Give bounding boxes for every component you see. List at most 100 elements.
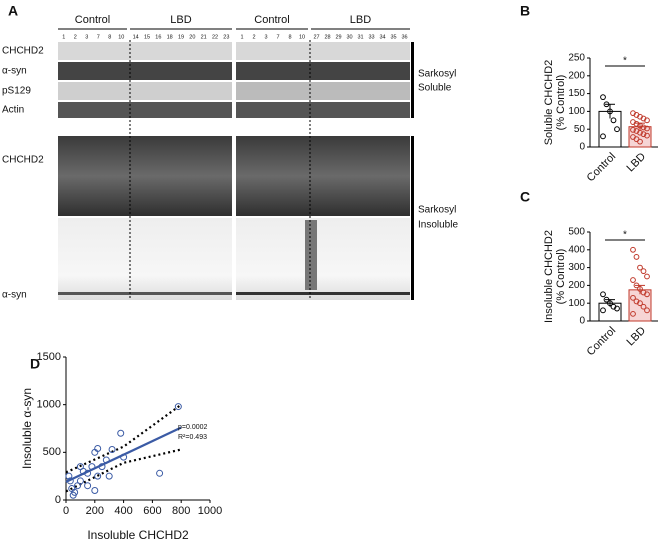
y-tick-label: 150 xyxy=(568,88,585,99)
lane-number: 31 xyxy=(357,34,363,40)
y-axis-label: Insoluble α-syn xyxy=(20,388,34,469)
fraction-label: Sarkosyl xyxy=(418,69,456,80)
lane-number: 29 xyxy=(335,34,341,40)
data-point xyxy=(630,127,636,133)
y-tick-label: 300 xyxy=(568,262,585,273)
stat-annotation: p=0.0002 xyxy=(178,424,207,431)
lane-number: 30 xyxy=(346,34,352,40)
lane-number: 34 xyxy=(379,34,385,40)
group-label: LBD xyxy=(350,14,371,26)
data-point xyxy=(644,125,650,132)
x-tick-label: Control xyxy=(585,151,619,185)
y-axis-label: (% Control) xyxy=(555,249,567,305)
data-point xyxy=(614,126,620,133)
data-point xyxy=(640,131,647,138)
group-label: Control xyxy=(75,14,110,26)
data-point xyxy=(600,291,606,298)
group-label: LBD xyxy=(170,14,191,26)
data-point xyxy=(174,403,182,411)
row-label: α-syn xyxy=(2,66,27,77)
data-point xyxy=(117,429,125,437)
x-tick-label: LBD xyxy=(625,325,649,349)
data-point xyxy=(603,101,610,108)
lane-number: 2 xyxy=(74,34,77,40)
x-tick-label: 400 xyxy=(114,505,132,517)
regression-line xyxy=(65,426,182,483)
lane-number: 7 xyxy=(97,34,100,40)
lane-number: 8 xyxy=(288,34,291,40)
data-point xyxy=(630,310,636,317)
fraction-label: Insoluble xyxy=(418,220,458,231)
y-tick-label: 50 xyxy=(574,124,586,135)
data-point xyxy=(600,133,606,140)
data-point xyxy=(102,456,110,464)
y-tick-label: 500 xyxy=(43,446,61,458)
data-point xyxy=(640,124,647,131)
fraction-label: Sarkosyl xyxy=(418,205,456,216)
data-point xyxy=(614,305,620,312)
y-tick-label: 0 xyxy=(579,142,585,153)
y-tick-label: 250 xyxy=(568,53,585,64)
data-point xyxy=(637,264,643,271)
data-point xyxy=(644,291,650,298)
y-tick-label: 200 xyxy=(568,70,585,81)
data-point xyxy=(76,463,84,471)
lane-number: 3 xyxy=(85,34,88,40)
panel-letter: C xyxy=(520,189,530,205)
y-tick-label: 1500 xyxy=(37,351,61,363)
lane-number: 10 xyxy=(118,34,124,40)
data-point xyxy=(88,463,96,471)
panel-letter: B xyxy=(520,3,530,19)
data-point xyxy=(603,296,610,303)
significance: * xyxy=(623,56,627,67)
lane-number: 8 xyxy=(108,34,111,40)
data-point xyxy=(630,246,636,253)
lane-number: 21 xyxy=(201,34,207,40)
lane-number: 28 xyxy=(324,34,330,40)
data-point xyxy=(91,486,99,494)
lane-number: 33 xyxy=(368,34,374,40)
y-tick-label: 400 xyxy=(568,244,585,255)
x-tick-label: 0 xyxy=(63,505,69,517)
data-point xyxy=(644,273,650,280)
fraction-label: Soluble xyxy=(418,83,452,94)
y-tick-label: 0 xyxy=(579,316,585,327)
x-tick-label: LBD xyxy=(625,151,649,175)
confidence-band xyxy=(65,448,182,493)
data-point xyxy=(644,307,650,314)
x-tick-label: 1000 xyxy=(198,505,222,517)
lane-number: 1 xyxy=(62,34,65,40)
row-label: CHCHD2 xyxy=(2,155,44,166)
data-point xyxy=(108,445,116,453)
y-tick-label: 0 xyxy=(55,494,61,506)
data-point xyxy=(65,472,73,480)
data-point xyxy=(630,277,636,283)
data-point xyxy=(94,472,102,480)
data-point xyxy=(633,282,640,289)
data-point xyxy=(637,300,643,307)
lane-number: 36 xyxy=(401,34,407,40)
data-point xyxy=(69,491,77,499)
row-label: α-syn xyxy=(2,290,27,301)
data-point xyxy=(637,138,643,145)
data-point xyxy=(84,469,92,477)
lane-number: 27 xyxy=(313,34,319,40)
lane-number: 15 xyxy=(144,34,150,40)
y-tick-label: 100 xyxy=(568,298,585,309)
row-label: CHCHD2 xyxy=(2,46,44,57)
data-point xyxy=(68,485,76,493)
data-point xyxy=(66,477,74,485)
blot-images xyxy=(58,40,414,300)
confidence-band xyxy=(65,403,182,474)
row-label: pS129 xyxy=(2,86,31,97)
lane-number: 18 xyxy=(167,34,173,40)
stat-annotation: R²=0.493 xyxy=(178,434,207,441)
lane-number: 16 xyxy=(155,34,161,40)
data-point xyxy=(156,469,164,477)
lane-number: 14 xyxy=(133,34,139,40)
data-point xyxy=(105,472,113,480)
y-axis-label: Soluble CHCHD2 xyxy=(543,60,555,146)
data-point xyxy=(640,303,647,310)
x-tick-label: 800 xyxy=(172,505,190,517)
